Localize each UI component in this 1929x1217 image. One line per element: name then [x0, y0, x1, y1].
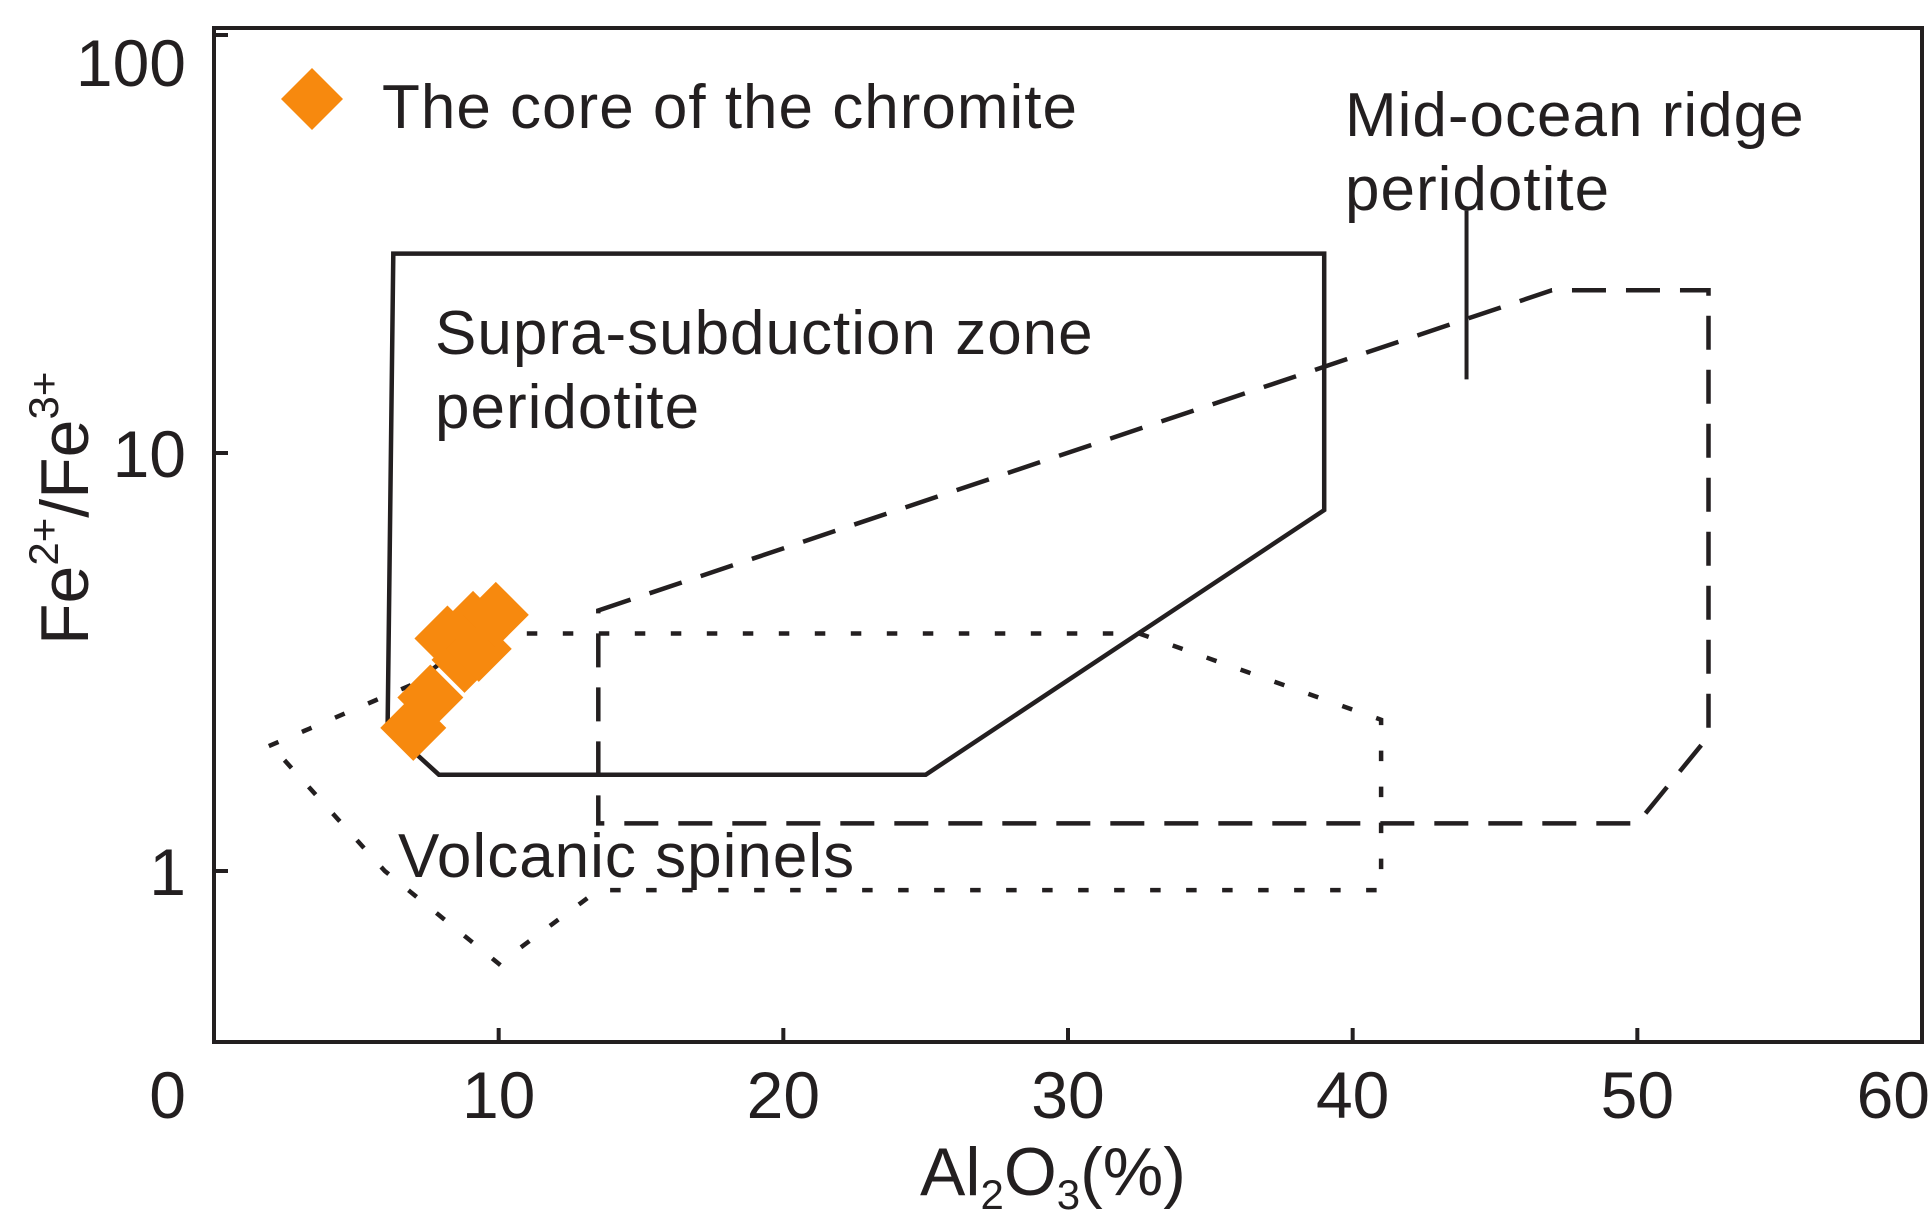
tick-labels-layer: 0 10 20 30 40 50 60 1 10 100: [76, 26, 1929, 1132]
y-tick-label: 1: [149, 835, 186, 909]
x-tick-label: 20: [747, 1058, 820, 1132]
y-tick-label: 100: [76, 26, 186, 100]
ssz-label-line-1: Supra-subduction zone: [435, 299, 1094, 368]
x-tick-label: 10: [462, 1058, 535, 1132]
legend: The core of the chromite: [281, 68, 1078, 142]
y-axis-title-text: Fe2+/Fe3+: [20, 372, 103, 645]
y-tick-label: 10: [113, 417, 186, 491]
mor-label-line-2: peridotite: [1345, 155, 1610, 224]
x-tick-label: 40: [1316, 1058, 1389, 1132]
x-tick-label: 60: [1857, 1058, 1929, 1132]
points-layer: [380, 581, 529, 761]
legend-marker-diamond-icon: [281, 68, 343, 130]
legend-label: The core of the chromite: [382, 73, 1078, 142]
region-dotted-outline: [267, 631, 1384, 967]
data-point: [462, 581, 529, 648]
x-tick-label: 0: [149, 1058, 186, 1132]
data-point: [397, 664, 464, 731]
volcanic-label: Volcanic spinels: [398, 822, 855, 891]
y-axis-title: Fe2+/Fe3+: [20, 372, 103, 645]
ssz-label-line-2: peridotite: [435, 373, 700, 442]
region-dashed-outline: [596, 288, 1711, 826]
mor-label-line-1: Mid-ocean ridge: [1345, 81, 1805, 150]
x-tick-label: 50: [1601, 1058, 1674, 1132]
x-axis-title: Al2O3(%): [920, 1134, 1186, 1217]
x-axis-title-text: Al2O3(%): [920, 1134, 1186, 1217]
x-tick-label: 30: [1031, 1058, 1104, 1132]
region-labels: Supra-subduction zone peridotite Mid-oce…: [398, 81, 1805, 891]
